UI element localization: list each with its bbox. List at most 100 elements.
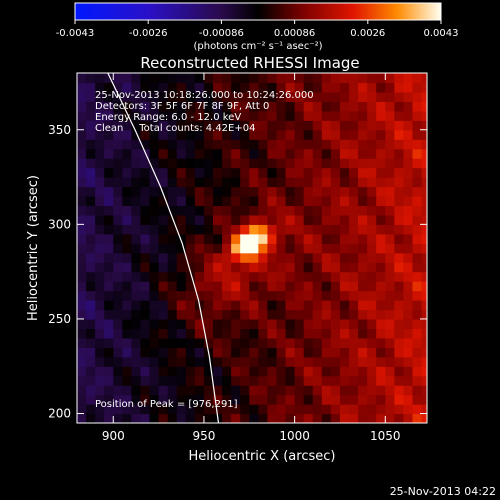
heatmap-cell	[176, 347, 187, 358]
heatmap-cell	[140, 224, 151, 235]
heatmap-cell	[367, 385, 377, 396]
heatmap-cell	[321, 356, 332, 367]
heatmap-cell	[403, 318, 414, 330]
heatmap-cell	[86, 366, 96, 377]
heatmap-cell	[385, 148, 395, 159]
heatmap-cell	[194, 73, 205, 84]
heatmap-cell	[158, 290, 169, 301]
heatmap-cell	[330, 73, 341, 84]
heatmap-cell	[194, 148, 205, 159]
heatmap-cell	[185, 337, 196, 348]
heatmap-cell	[312, 233, 323, 244]
heatmap-cell	[113, 413, 123, 423]
heatmap-cell	[285, 290, 296, 301]
heatmap-cell	[167, 224, 178, 235]
heatmap-cell	[267, 328, 278, 339]
heatmap-cell	[312, 375, 323, 386]
heatmap-cell	[158, 309, 169, 320]
heatmap-cell	[321, 318, 332, 330]
heatmap-cell	[149, 252, 160, 263]
heatmap-cell	[77, 224, 87, 235]
heatmap-cell	[176, 309, 187, 320]
heatmap-cell	[86, 186, 96, 197]
heatmap-cell	[104, 404, 114, 415]
heatmap-cell	[276, 205, 287, 216]
heatmap-cell	[203, 205, 214, 216]
heatmap-cell	[140, 233, 151, 244]
heatmap-cell	[339, 290, 350, 301]
heatmap-cell	[95, 91, 105, 102]
heatmap-cell	[86, 224, 96, 235]
heatmap-cell	[276, 252, 287, 263]
heatmap-cell	[194, 158, 205, 169]
heatmap-cell	[203, 404, 214, 415]
heatmap-cell	[158, 82, 169, 93]
heatmap-cell	[385, 243, 395, 254]
heatmap-cell	[258, 309, 269, 320]
heatmap-cell	[231, 385, 241, 396]
heatmap-cell	[339, 300, 350, 311]
heatmap-cell	[349, 73, 359, 84]
heatmap-cell	[104, 73, 114, 84]
heatmap-cell	[349, 366, 359, 377]
heatmap-cell	[421, 186, 427, 197]
heatmap-cell	[367, 139, 377, 150]
heatmap-cell	[394, 309, 405, 320]
heatmap-cell	[149, 120, 160, 131]
heatmap-cell	[194, 243, 205, 254]
heatmap-cell	[194, 356, 205, 367]
heatmap-cell	[385, 290, 395, 301]
heatmap-cell	[339, 177, 350, 188]
heatmap-cell	[394, 318, 405, 330]
heatmap-cell	[140, 129, 151, 140]
heatmap-cell	[276, 337, 287, 348]
heatmap-cell	[249, 243, 259, 254]
heatmap-cell	[95, 177, 105, 188]
heatmap-cell	[86, 318, 96, 330]
heatmap-cell	[222, 318, 232, 330]
heatmap-cell	[258, 82, 269, 93]
heatmap-cell	[203, 195, 214, 207]
heatmap-cell	[222, 139, 232, 150]
heatmap-cell	[222, 281, 232, 292]
heatmap-cell	[285, 129, 296, 140]
heatmap-cell	[122, 139, 133, 150]
heatmap-cell	[240, 290, 250, 301]
heatmap-cell	[376, 214, 386, 225]
heatmap-cell	[104, 82, 114, 93]
heatmap-cell	[303, 309, 314, 320]
heatmap-cell	[294, 101, 305, 112]
heatmap-cell	[412, 120, 423, 131]
heatmap-cell	[339, 110, 350, 121]
heatmap-cell	[312, 73, 323, 84]
heatmap-cell	[77, 404, 87, 415]
heatmap-cell	[358, 385, 368, 396]
heatmap-cell	[149, 82, 160, 93]
heatmap-cell	[95, 300, 105, 311]
heatmap-cell	[86, 300, 96, 311]
heatmap-cell	[403, 413, 414, 423]
heatmap-cell	[394, 375, 405, 386]
heatmap-cell	[231, 233, 241, 244]
x-tick-label: 1000	[279, 429, 310, 443]
heatmap-cell	[231, 91, 241, 102]
heatmap-cell	[412, 394, 423, 405]
heatmap-cell	[131, 177, 142, 188]
heatmap-cell	[95, 356, 105, 367]
heatmap-cell	[222, 337, 232, 348]
heatmap-cell	[312, 366, 323, 377]
heatmap-cell	[222, 73, 232, 84]
heatmap-cell	[203, 110, 214, 121]
heatmap-cell	[113, 347, 123, 358]
heatmap-cell	[222, 394, 232, 405]
heatmap-cell	[403, 110, 414, 121]
heatmap-cell	[303, 120, 314, 131]
heatmap-cell	[131, 233, 142, 244]
heatmap-cell	[412, 177, 423, 188]
heatmap-cell	[412, 158, 423, 169]
heatmap-cell	[267, 233, 278, 244]
heatmap-cell	[394, 404, 405, 415]
heatmap-cell	[358, 101, 368, 112]
heatmap-cell	[385, 413, 395, 423]
